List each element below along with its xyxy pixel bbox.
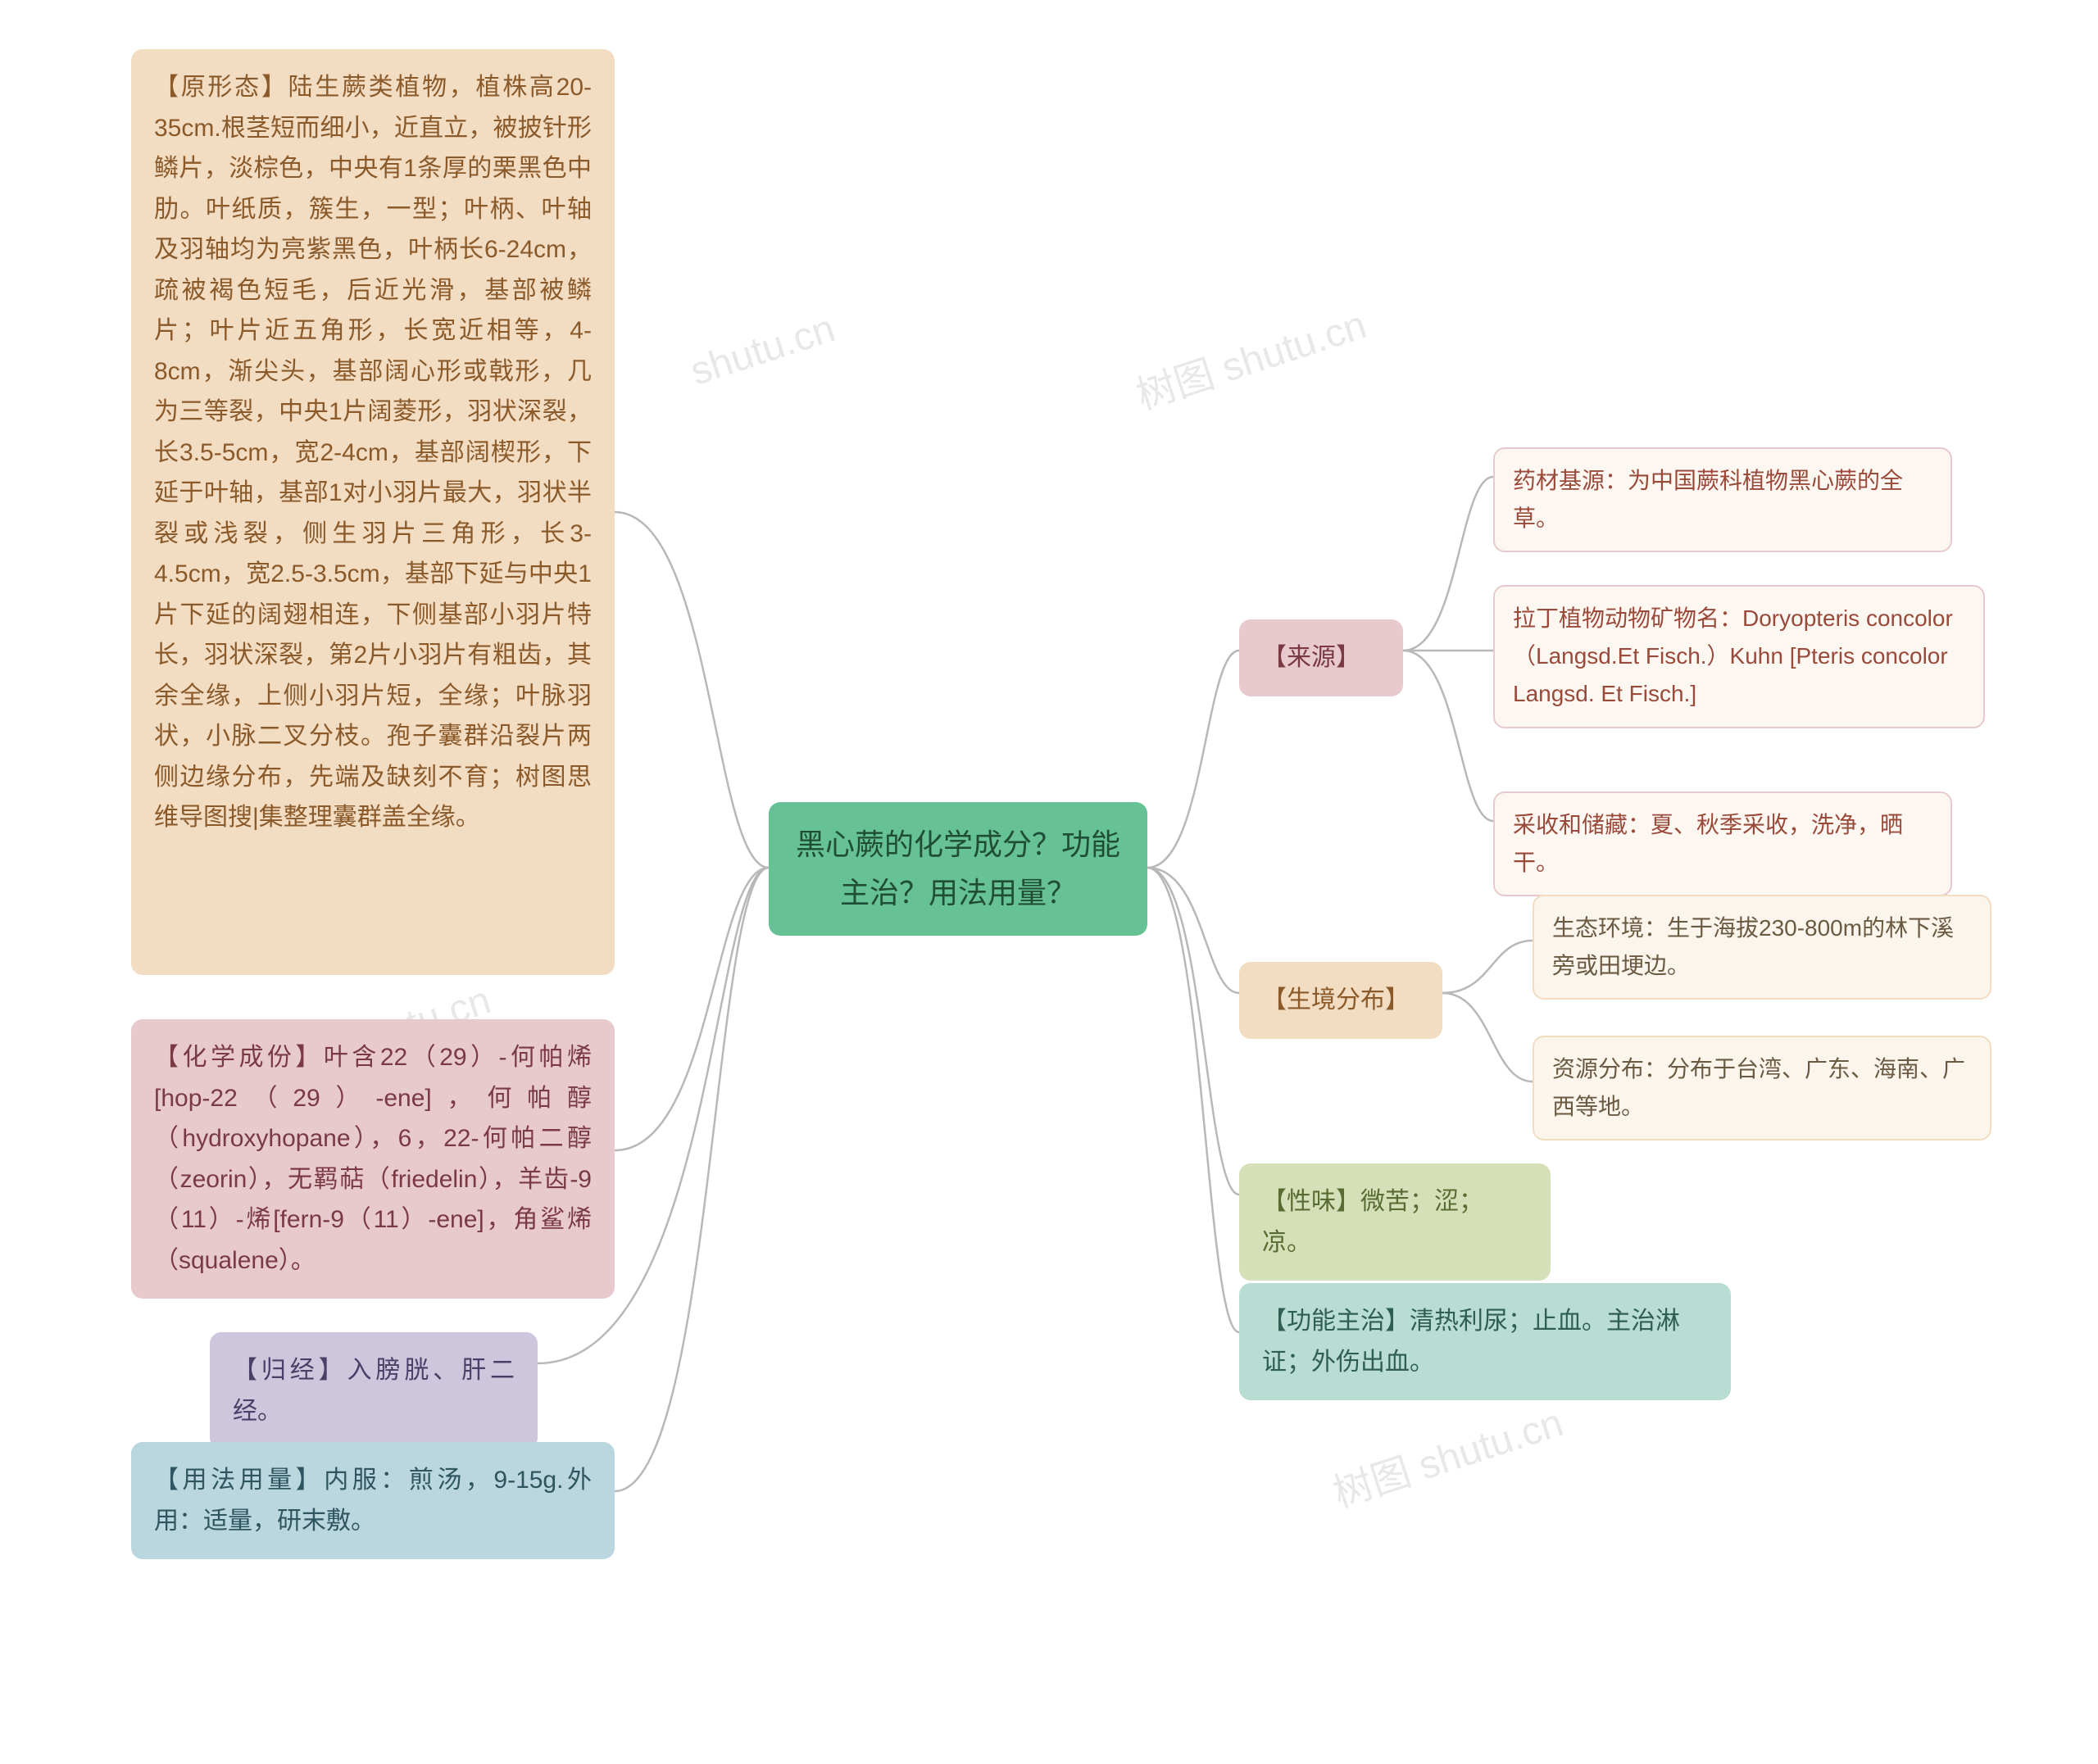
- right-leaf-source-0[interactable]: 药材基源：为中国蕨科植物黑心蕨的全草。: [1493, 447, 1952, 552]
- connector-path: [615, 868, 769, 1491]
- watermark: 树图 shutu.cn: [1324, 1390, 1569, 1518]
- watermark: shutu.cn: [685, 306, 841, 394]
- right-branch-source[interactable]: 【来源】: [1239, 619, 1403, 696]
- center-node[interactable]: 黑心蕨的化学成分？功能主治？用法用量？: [769, 802, 1147, 936]
- connector-path: [1147, 868, 1239, 993]
- connector-path: [1442, 941, 1533, 993]
- connector-path: [615, 512, 769, 868]
- connector-path: [1403, 477, 1493, 651]
- right-leaf-habitat-0[interactable]: 生态环境：生于海拔230-800m的林下溪旁或田埂边。: [1533, 895, 1991, 1000]
- right-branch-habitat[interactable]: 【生境分布】: [1239, 962, 1442, 1039]
- connector-path: [1147, 868, 1239, 1195]
- left-node-chemistry[interactable]: 【化学成份】叶含22（29）-何帕烯[hop-22（29）-ene]，何帕醇（h…: [131, 1019, 615, 1299]
- right-branch-function[interactable]: 【功能主治】清热利尿；止血。主治淋证；外伤出血。: [1239, 1283, 1731, 1400]
- right-leaf-source-1[interactable]: 拉丁植物动物矿物名：Doryopteris concolor（Langsd.Et…: [1493, 585, 1985, 728]
- connector-path: [1147, 868, 1239, 1332]
- connector-path: [1442, 993, 1533, 1082]
- left-node-morphology[interactable]: 【原形态】陆生蕨类植物，植株高20-35cm.根茎短而细小，近直立，被披针形鳞片…: [131, 49, 615, 975]
- watermark: 树图 shutu.cn: [1128, 292, 1372, 420]
- connector-path: [615, 868, 769, 1150]
- left-node-meridian[interactable]: 【归经】入膀胱、肝二经。: [210, 1332, 538, 1449]
- right-leaf-habitat-1[interactable]: 资源分布：分布于台湾、广东、海南、广西等地。: [1533, 1036, 1991, 1140]
- connector-path: [1403, 651, 1493, 821]
- right-leaf-source-2[interactable]: 采收和储藏：夏、秋季采收，洗净，晒干。: [1493, 791, 1952, 896]
- left-node-dosage[interactable]: 【用法用量】内服：煎汤，9-15g.外用：适量，研末敷。: [131, 1442, 615, 1559]
- connector-path: [1147, 651, 1239, 868]
- right-branch-taste[interactable]: 【性味】微苦；涩；凉。: [1239, 1163, 1551, 1281]
